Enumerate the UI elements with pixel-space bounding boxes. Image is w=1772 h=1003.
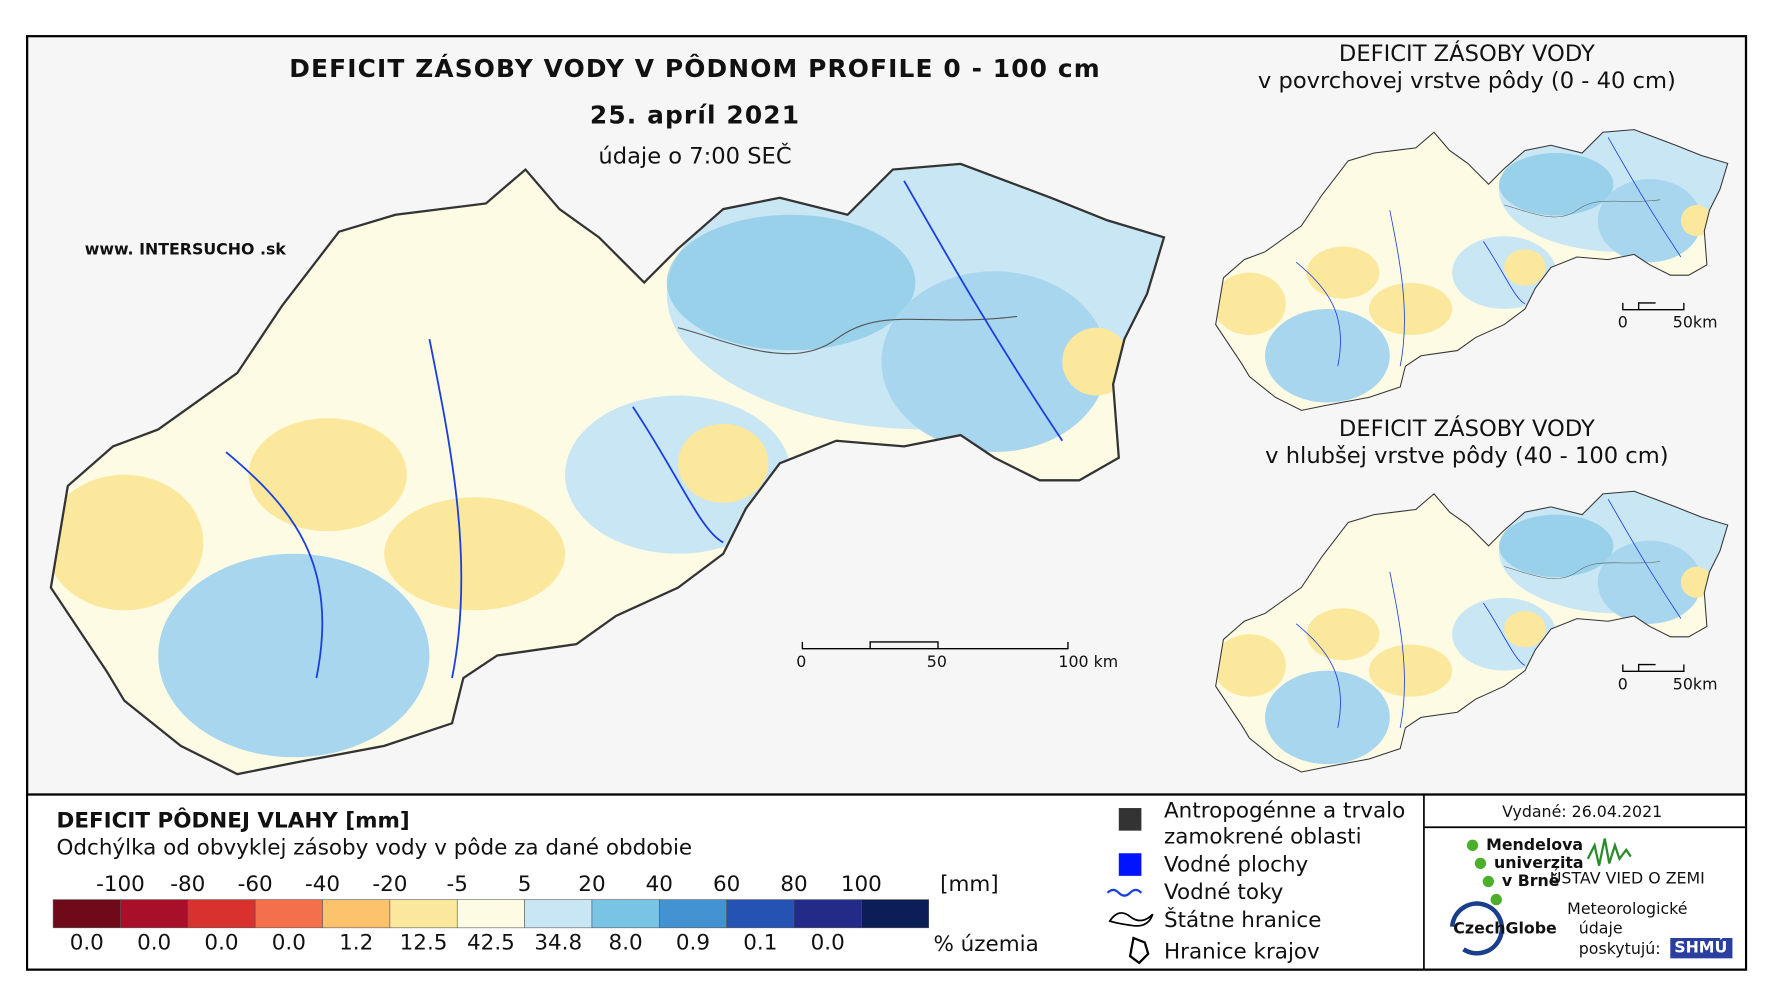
border-symbol	[1108, 912, 1154, 927]
legend-item: Vodné plochy	[1164, 853, 1309, 878]
provider-logo: SHMÚ	[1674, 938, 1727, 957]
legend-item: Vodné toky	[1164, 880, 1284, 905]
legend-item: Hranice krajov	[1164, 940, 1320, 965]
legend-tick: -40	[305, 872, 340, 897]
legend-swatch	[322, 899, 391, 929]
legend-tick: -60	[238, 872, 273, 897]
scale-label: 50	[927, 652, 947, 671]
legend-swatch	[659, 899, 727, 929]
time-note: údaje o 7:00 SEČ	[598, 142, 791, 170]
scale-label: 50km	[1673, 313, 1718, 332]
legend-tick: 100	[841, 872, 882, 897]
legend-panel	[28, 795, 1745, 969]
provider: poskytujú:	[1579, 939, 1661, 958]
water-symbol	[1118, 853, 1142, 876]
scale-label: 0	[796, 652, 806, 671]
legend-swatch	[861, 899, 930, 929]
legend-percent: 0.0	[137, 931, 171, 956]
scale-label: 50km	[1673, 674, 1718, 693]
issued: Vydané: 26.04.2021	[1502, 802, 1662, 821]
scale-label: 0	[1618, 313, 1628, 332]
legend-tick: 60	[713, 872, 740, 897]
legend-tick: -100	[96, 872, 145, 897]
inset-subtitle: v hlubšej vrstve pôdy (40 - 100 cm)	[1265, 443, 1668, 469]
legend-item: Antropogénne a trvalo	[1164, 798, 1405, 823]
title: DEFICIT ZÁSOBY VODY V PÔDNOM PROFILE 0 -…	[289, 53, 1101, 83]
legend-subtitle: Odchýlka od obvyklej zásoby vody v pôde …	[57, 836, 693, 861]
legend-percent: 0.1	[743, 931, 777, 956]
date: 25. apríl 2021	[590, 100, 800, 129]
legend-swatch	[389, 899, 458, 929]
legend-percent: 1.2	[339, 931, 373, 956]
legend-tick: 5	[518, 872, 532, 897]
legend-percent: 8.0	[609, 931, 643, 956]
legend-tick: -5	[447, 872, 468, 897]
scale-label: 0	[1618, 674, 1628, 693]
legend-percent-unit: % územia	[933, 932, 1038, 957]
website: www. INTERSUCHO .sk	[85, 239, 287, 258]
logo-text: v Brně	[1502, 871, 1560, 890]
legend-item: Štátne hranice	[1164, 907, 1321, 933]
legend-tick: 40	[646, 872, 673, 897]
legend-percent: 34.8	[534, 931, 582, 956]
legend-percent: 0.0	[272, 931, 306, 956]
scale-label: 100 km	[1058, 652, 1118, 671]
logo-text: ÚSTAV VIED O ZEMI	[1550, 869, 1705, 888]
legend-swatch	[793, 899, 862, 929]
logo-text: CzechGlobe	[1453, 918, 1556, 937]
provider: údaje	[1579, 918, 1623, 937]
legend-tick: 80	[780, 872, 807, 897]
legend-swatch	[254, 899, 323, 929]
legend-swatch	[456, 899, 525, 929]
legend-swatch	[726, 899, 795, 929]
legend-tick: -80	[170, 872, 205, 897]
provider: Meteorologické	[1567, 899, 1687, 918]
legend-item: zamokrené oblasti	[1164, 824, 1362, 849]
logo-text: Mendelova	[1486, 835, 1583, 854]
legend-swatch	[120, 899, 189, 929]
legend-title: DEFICIT PÔDNEJ VLAHY [mm]	[57, 808, 410, 834]
legend-tick: 20	[578, 872, 605, 897]
legend-percent: 0.0	[811, 931, 845, 956]
logo-dots	[1466, 839, 1502, 906]
legend-percent: 0.9	[676, 931, 710, 956]
inset-title: DEFICIT ZÁSOBY VODY	[1339, 414, 1595, 442]
legend-percent: 0.0	[70, 931, 104, 956]
inset-title: DEFICIT ZÁSOBY VODY	[1339, 39, 1595, 67]
legend-percent: 12.5	[400, 931, 448, 956]
legend-tick: -20	[372, 872, 407, 897]
color-scale: -100 -80 -60 -40 -20 -5 5 20 40 60 80 100 [mm] 0.0 0.0…	[52, 872, 1039, 957]
urban-symbol	[1118, 808, 1142, 831]
scale-bar	[801, 302, 1685, 672]
legend-swatch	[52, 899, 121, 929]
river-symbol	[1106, 888, 1143, 897]
logo-text: univerzita	[1494, 853, 1584, 872]
legend-unit: [mm]	[940, 872, 999, 897]
legend-percent: 0.0	[204, 931, 238, 956]
legend-swatch	[591, 899, 660, 929]
legend-percent: 42.5	[467, 931, 515, 956]
legend-swatch	[187, 899, 256, 929]
region-symbol	[1128, 936, 1150, 965]
inset-subtitle: v povrchovej vrstve pôdy (0 - 40 cm)	[1258, 68, 1676, 94]
legend-swatch	[524, 899, 593, 929]
